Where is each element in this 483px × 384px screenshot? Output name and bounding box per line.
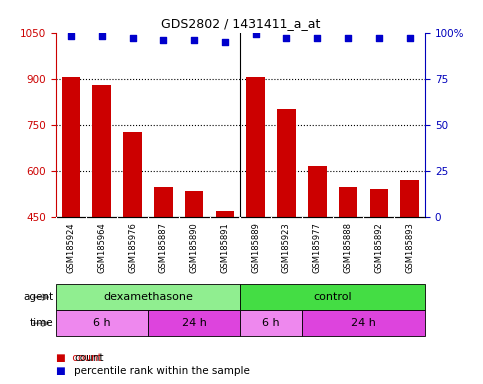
Point [190, 37, 198, 43]
Point [159, 37, 167, 43]
Point [128, 35, 136, 41]
Text: agent: agent [23, 292, 53, 302]
Text: GSM185890: GSM185890 [190, 222, 199, 273]
Text: 6 h: 6 h [262, 318, 280, 328]
Bar [148, 310, 241, 336]
Text: GSM185893: GSM185893 [405, 222, 414, 273]
Point [406, 35, 413, 41]
Text: GSM185892: GSM185892 [374, 222, 384, 273]
Text: GSM185977: GSM185977 [313, 222, 322, 273]
Bar [241, 310, 302, 336]
Text: GSM185924: GSM185924 [67, 222, 75, 273]
Bar [400, 180, 419, 217]
Text: GSM185887: GSM185887 [159, 222, 168, 273]
Text: GSM185889: GSM185889 [251, 222, 260, 273]
Title: GDS2802 / 1431411_a_at: GDS2802 / 1431411_a_at [161, 17, 320, 30]
Bar [62, 77, 80, 217]
Bar [185, 191, 203, 217]
Text: GSM185976: GSM185976 [128, 222, 137, 273]
Bar [154, 187, 172, 217]
Text: GSM185888: GSM185888 [343, 222, 353, 273]
Text: GSM185964: GSM185964 [97, 222, 106, 273]
Text: ■: ■ [56, 366, 65, 376]
Text: time: time [29, 318, 53, 328]
Bar [308, 166, 327, 217]
Text: control: control [313, 292, 352, 302]
Text: GSM185891: GSM185891 [220, 222, 229, 273]
Point [283, 35, 290, 41]
Bar [56, 310, 148, 336]
Bar [56, 284, 241, 310]
Text: ■  count: ■ count [56, 353, 101, 362]
Text: dexamethasone: dexamethasone [103, 292, 193, 302]
Bar [339, 187, 357, 217]
Point [67, 33, 75, 40]
Bar [369, 189, 388, 217]
Bar [302, 310, 425, 336]
Point [375, 35, 383, 41]
Text: 24 h: 24 h [351, 318, 376, 328]
Text: percentile rank within the sample: percentile rank within the sample [74, 366, 250, 376]
Bar [246, 77, 265, 217]
Point [252, 31, 259, 38]
Point [98, 33, 106, 40]
Text: 6 h: 6 h [93, 318, 111, 328]
Bar [215, 211, 234, 217]
Text: count: count [74, 353, 103, 362]
Text: 24 h: 24 h [182, 318, 207, 328]
Point [344, 35, 352, 41]
Bar [92, 85, 111, 217]
Text: GSM185923: GSM185923 [282, 222, 291, 273]
Point [221, 39, 229, 45]
Bar [123, 132, 142, 217]
Point [313, 35, 321, 41]
Bar [277, 109, 296, 217]
Bar [241, 284, 425, 310]
